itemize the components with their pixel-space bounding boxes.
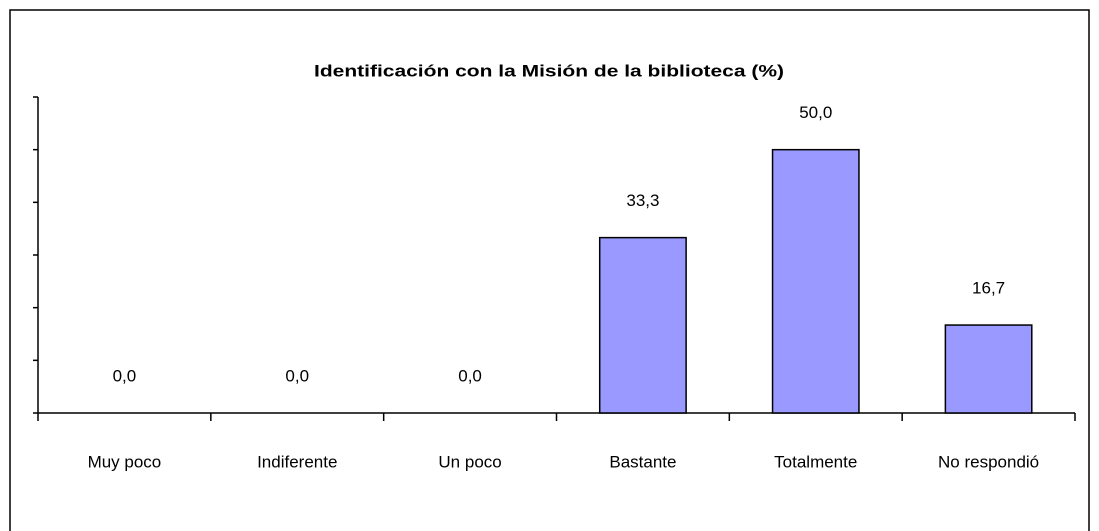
x-tick-label: Un poco xyxy=(438,452,501,471)
x-tick-label: Totalmente xyxy=(774,452,857,471)
value-label: 50,0 xyxy=(799,103,832,122)
bar xyxy=(771,148,860,414)
x-tick-label: Bastante xyxy=(609,452,676,471)
x-tick-label: Indiferente xyxy=(257,452,337,471)
x-tick-label: Muy poco xyxy=(88,452,162,471)
bar xyxy=(944,324,1033,414)
value-label: 0,0 xyxy=(285,366,309,385)
value-label: 0,0 xyxy=(458,366,482,385)
bar xyxy=(598,236,687,414)
value-label: 0,0 xyxy=(113,366,137,385)
chart-frame xyxy=(9,9,1090,531)
value-label: 33,3 xyxy=(626,191,659,210)
chart-title: Identificación con la Misión de la bibli… xyxy=(314,61,784,80)
x-tick-label: No respondió xyxy=(938,452,1039,471)
value-label: 16,7 xyxy=(972,279,1005,298)
